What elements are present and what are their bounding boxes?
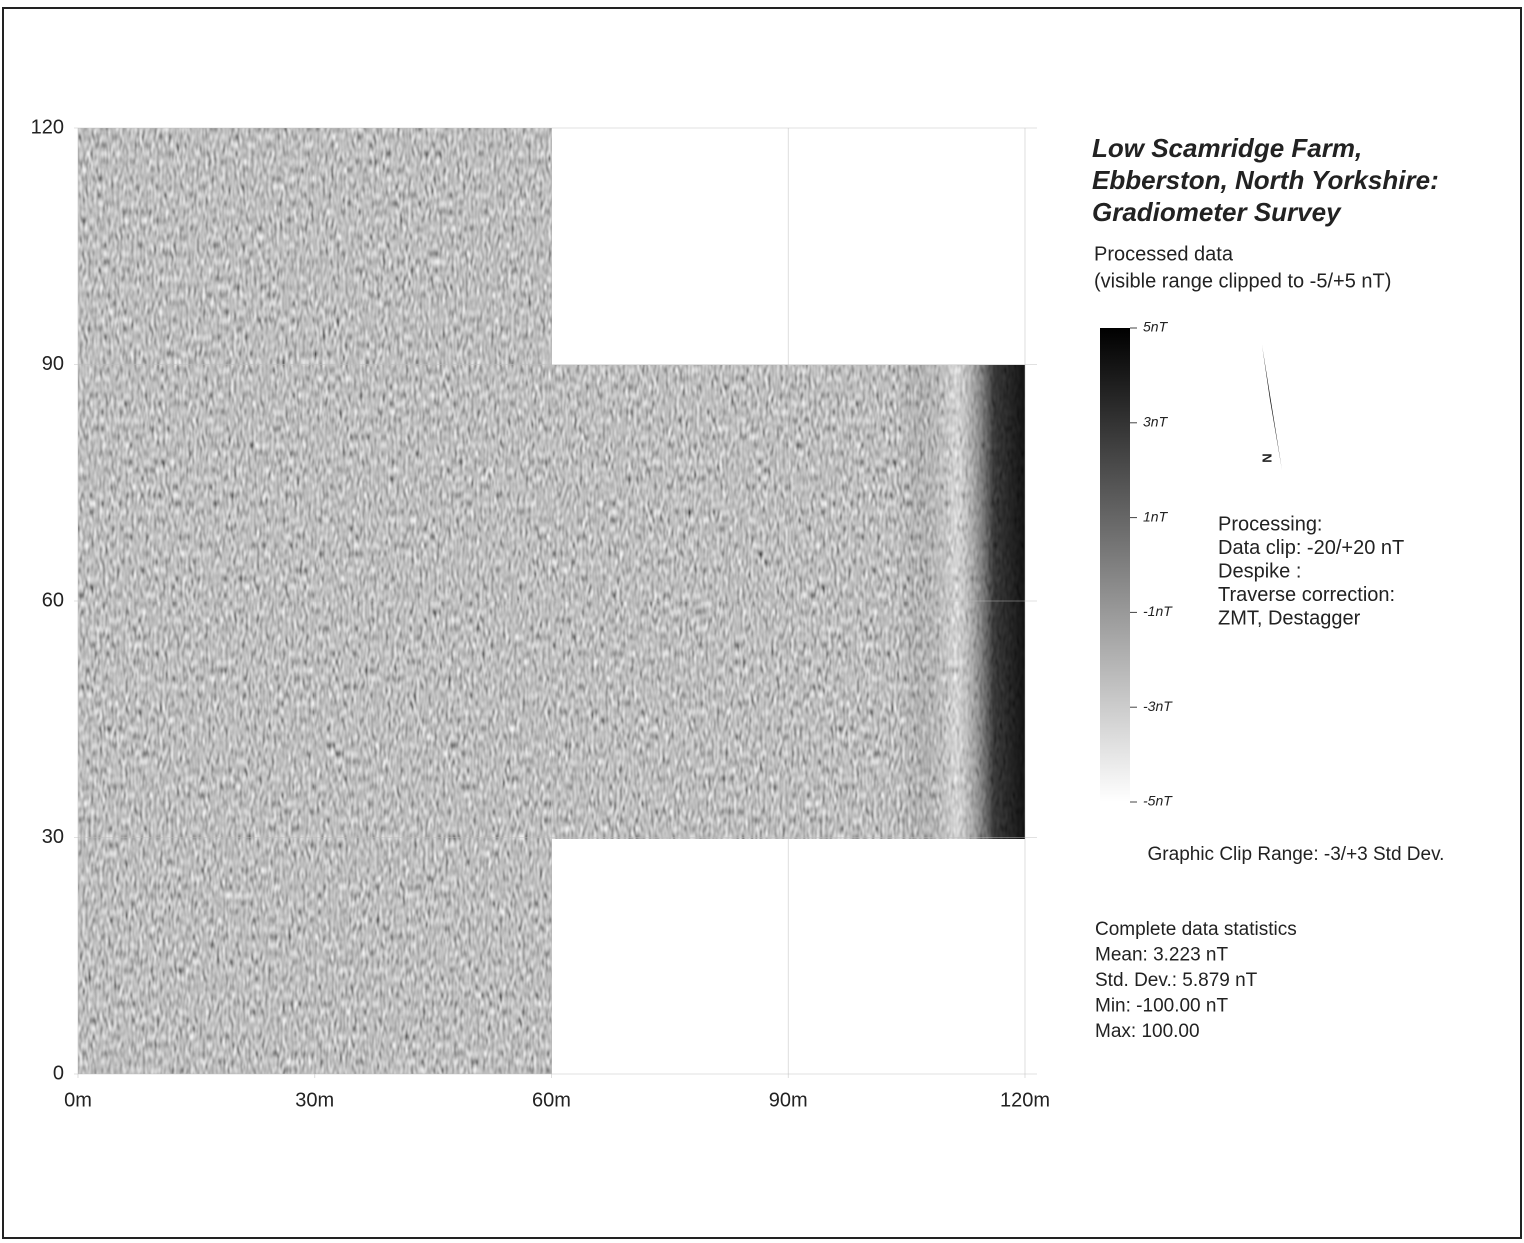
- clip-range: Graphic Clip Range: -3/+3 Std Dev.: [1148, 844, 1445, 865]
- statistics-line: Std. Dev.: 5.879 nT: [1095, 970, 1258, 991]
- colorbar: [1100, 328, 1130, 802]
- north-label: N: [1259, 453, 1274, 462]
- page: N Graphic Clip Range: -3/+3 Std Dev. 0m 3…: [0, 0, 1524, 1243]
- legend-title: Gradiometer Survey: [1092, 197, 1342, 227]
- colorbar-label: 3nT: [1143, 414, 1169, 430]
- x-tick-label: 30m: [295, 1089, 334, 1111]
- processing-line: Despike :: [1218, 560, 1301, 582]
- y-tick-label: 90: [42, 353, 64, 375]
- colorbar-label: -3nT: [1143, 698, 1173, 714]
- processing-line: Data clip: -20/+20 nT: [1218, 537, 1404, 559]
- legend-subtitle: (visible range clipped to -5/+5 nT): [1094, 270, 1391, 292]
- processing-line: ZMT, Destagger: [1218, 607, 1361, 629]
- y-tick-label: 0: [53, 1062, 64, 1084]
- north-arrow: [1262, 345, 1282, 470]
- statistics-line: Complete data statistics: [1095, 919, 1297, 940]
- colorbar-label: 1nT: [1143, 508, 1169, 524]
- statistics-line: Min: -100.00 nT: [1095, 996, 1228, 1017]
- statistics-line: Max: 100.00: [1095, 1021, 1200, 1042]
- colorbar-label: 5nT: [1143, 319, 1169, 335]
- statistics-line: Mean: 3.223 nT: [1095, 945, 1228, 966]
- y-tick-label: 120: [31, 116, 64, 138]
- x-tick-label: 120m: [1000, 1089, 1050, 1111]
- colorbar-label: -1nT: [1143, 603, 1173, 619]
- processing-line: Processing:: [1218, 513, 1323, 535]
- x-tick-label: 90m: [769, 1089, 808, 1111]
- colorbar-label: -5nT: [1143, 793, 1173, 809]
- legend-subtitle: Processed data: [1094, 243, 1234, 265]
- legend-title: Low Scamridge Farm,: [1092, 133, 1362, 163]
- y-tick-label: 30: [42, 826, 64, 848]
- y-tick-label: 60: [42, 589, 64, 611]
- processing-line: Traverse correction:: [1218, 584, 1395, 606]
- x-tick-label: 0m: [64, 1089, 92, 1111]
- legend-title: Ebberston, North Yorkshire:: [1092, 165, 1439, 195]
- x-tick-label: 60m: [532, 1089, 571, 1111]
